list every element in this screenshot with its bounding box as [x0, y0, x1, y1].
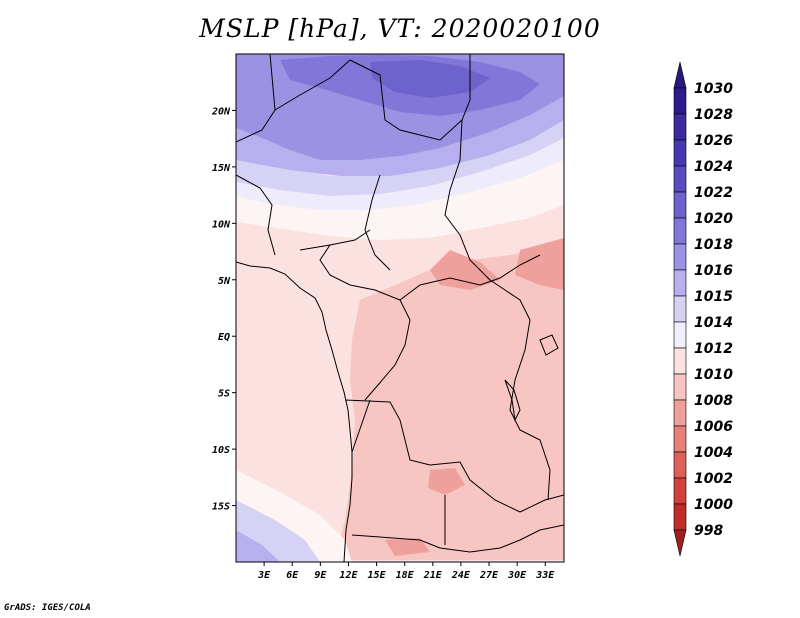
field-1008 — [428, 468, 465, 495]
lon-tick-label: 30E — [507, 570, 527, 581]
field-1010 — [335, 240, 564, 560]
lake — [504, 379, 521, 422]
border — [236, 54, 564, 553]
lon-tick-label: 9E — [314, 570, 327, 581]
latitude-ticks: 20N 15N 10N 5N EQ 5S 10S 15S — [211, 106, 236, 513]
lon-tick-label: 24E — [451, 570, 471, 581]
colorbar-swatch — [673, 295, 687, 323]
plot-title: MSLP [hPa], VT: 2020020100 — [199, 14, 601, 43]
lon-tick-label: 3E — [257, 570, 271, 581]
colorbar-top-arrow — [673, 61, 687, 89]
colorbar-label: 998 — [694, 523, 723, 539]
pressure-field — [236, 54, 564, 562]
colorbar-label: 1026 — [694, 133, 733, 149]
lat-tick-label: 10S — [212, 445, 230, 456]
field-1024 — [370, 60, 490, 98]
colorbar-swatch — [673, 425, 687, 453]
colorbar-swatch — [673, 165, 687, 193]
colorbar-label: 1022 — [694, 185, 733, 201]
colorbar-swatch — [673, 347, 687, 375]
field-1014 — [236, 150, 564, 240]
colorbar: 1030 1028 1026 1024 1022 1020 1018 1016 1015 1014… — [673, 61, 733, 557]
colorbar-label: 1004 — [694, 445, 733, 461]
field-1016 — [236, 110, 564, 196]
colorbar-bottom-arrow — [673, 529, 687, 557]
lon-tick-label: 18E — [396, 570, 415, 581]
lat-tick-label: 10N — [212, 219, 231, 230]
colorbar-label: 1028 — [694, 107, 733, 123]
lon-tick-label: 6E — [286, 570, 299, 581]
colorbar-swatch — [673, 243, 687, 271]
colorbar-swatch — [673, 139, 687, 167]
colorbar-label: 1006 — [694, 419, 733, 435]
lake — [539, 334, 559, 356]
longitude-ticks: 3E 6E 9E 12E 15E 18E 21E 24E 27E 30E 33E — [257, 562, 555, 581]
colorbar-swatch — [673, 373, 687, 401]
lat-tick-label: EQ — [218, 332, 230, 343]
colorbar-label: 1012 — [694, 341, 733, 357]
colorbar-swatch — [673, 321, 687, 349]
colorbar-label: 1000 — [694, 497, 733, 513]
colorbar-label: 1010 — [694, 367, 733, 383]
footer-credit: GrADS: IGES/COLA — [4, 603, 91, 613]
lon-tick-label: 33E — [535, 570, 555, 581]
colorbar-swatch — [673, 269, 687, 297]
lon-tick-label: 27E — [479, 570, 499, 581]
map-frame — [235, 53, 565, 563]
colorbar-swatch — [673, 503, 687, 531]
colorbar-swatch — [673, 217, 687, 245]
lat-tick-label: 15S — [212, 502, 230, 513]
lat-tick-label: 5N — [218, 276, 231, 287]
colorbar-swatch — [673, 87, 687, 115]
colorbar-label: 1008 — [694, 393, 733, 409]
lat-tick-label: 20N — [211, 106, 231, 117]
coastline — [236, 261, 353, 562]
colorbar-swatch — [673, 477, 687, 505]
colorbar-label: 1014 — [694, 315, 733, 331]
colorbar-label: 1015 — [694, 289, 733, 305]
lon-tick-label: 21E — [423, 570, 443, 581]
colorbar-label: 1018 — [694, 237, 733, 253]
colorbar-label: 1016 — [694, 263, 733, 279]
colorbar-label: 1002 — [694, 471, 733, 487]
lon-tick-label: 15E — [368, 570, 387, 581]
colorbar-label: 1020 — [694, 211, 733, 227]
lon-tick-label: 12E — [339, 570, 358, 581]
lat-tick-label: 5S — [218, 389, 230, 400]
field-1008 — [515, 238, 564, 290]
colorbar-swatch — [673, 451, 687, 479]
country-borders — [236, 54, 564, 562]
colorbar-label: 1030 — [694, 81, 733, 97]
colorbar-swatch — [673, 191, 687, 219]
field-1008 — [430, 250, 500, 290]
lat-tick-label: 15N — [212, 163, 231, 174]
colorbar-label: 1024 — [694, 159, 733, 175]
field-1018 — [236, 530, 280, 562]
colorbar-swatch — [673, 113, 687, 141]
field-1008 — [385, 538, 430, 556]
colorbar-swatch — [673, 399, 687, 427]
